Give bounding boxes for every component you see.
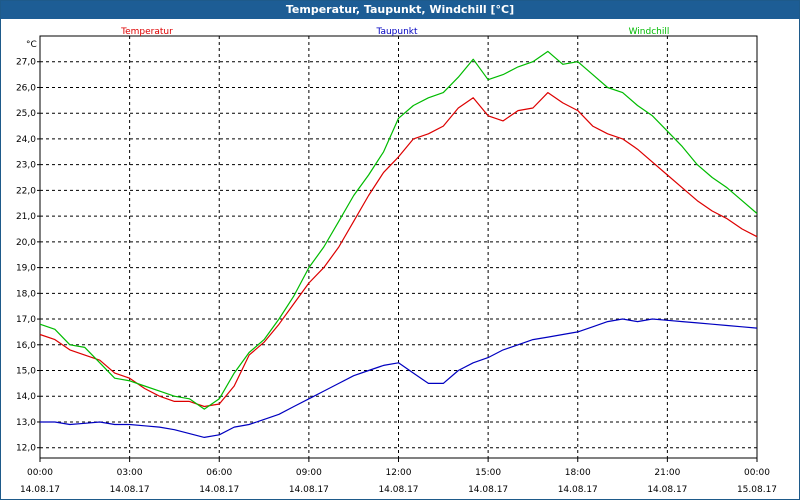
y-tick-label: 19,0 [16, 264, 36, 274]
x-tick-time-label: 09:00 [296, 468, 322, 478]
x-tick-date-label: 14.08.17 [199, 485, 239, 495]
y-tick-label: 13,0 [16, 418, 36, 428]
x-tick-date-label: 14.08.17 [110, 485, 150, 495]
x-tick-date-label: 14.08.17 [647, 485, 687, 495]
y-tick-label: 16,0 [16, 341, 36, 351]
y-tick-label: 17,0 [16, 315, 36, 325]
legend-windchill: Windchill [629, 27, 670, 37]
series-line-windchill [39, 50, 758, 410]
legend-taupunkt: Taupunkt [375, 27, 418, 37]
x-tick-time-label: 21:00 [654, 468, 680, 478]
x-tick-date-label: 14.08.17 [468, 485, 508, 495]
x-tick-date-label: 15.08.17 [737, 485, 777, 495]
y-tick-label: 22,0 [16, 186, 36, 196]
x-tick-time-label: 00:00 [744, 468, 770, 478]
y-tick-label: 23,0 [16, 161, 36, 171]
series-line-taupunkt [40, 318, 758, 438]
y-tick-label: 25,0 [16, 109, 36, 119]
title-bar: Temperatur, Taupunkt, Windchill [°C] [1, 1, 799, 19]
y-tick-label: 21,0 [16, 212, 36, 222]
x-tick-date-label: 14.08.17 [289, 485, 329, 495]
x-tick-time-label: 18:00 [565, 468, 591, 478]
y-tick-label: 15,0 [16, 367, 36, 377]
x-tick-date-label: 14.08.17 [558, 485, 598, 495]
y-tick-label: 18,0 [16, 289, 36, 299]
x-tick-time-label: 06:00 [206, 468, 232, 478]
x-tick-time-label: 15:00 [475, 468, 501, 478]
legend-temperatur: Temperatur [120, 27, 173, 37]
y-tick-label: 12,0 [16, 444, 36, 454]
y-tick-label: 27,0 [16, 58, 36, 68]
x-tick-date-label: 14.08.17 [20, 485, 60, 495]
series-line-temperatur [39, 91, 758, 408]
x-tick-time-label: 00:00 [27, 468, 53, 478]
x-tick-date-label: 14.08.17 [378, 485, 418, 495]
y-axis-label: °C [26, 40, 37, 50]
x-tick-time-label: 03:00 [117, 468, 143, 478]
chart-title: Temperatur, Taupunkt, Windchill [°C] [285, 3, 515, 16]
y-tick-label: 26,0 [16, 83, 36, 93]
x-tick-time-label: 12:00 [386, 468, 412, 478]
y-tick-label: 24,0 [16, 135, 36, 145]
y-tick-label: 20,0 [16, 238, 36, 248]
y-tick-label: 14,0 [16, 392, 36, 402]
